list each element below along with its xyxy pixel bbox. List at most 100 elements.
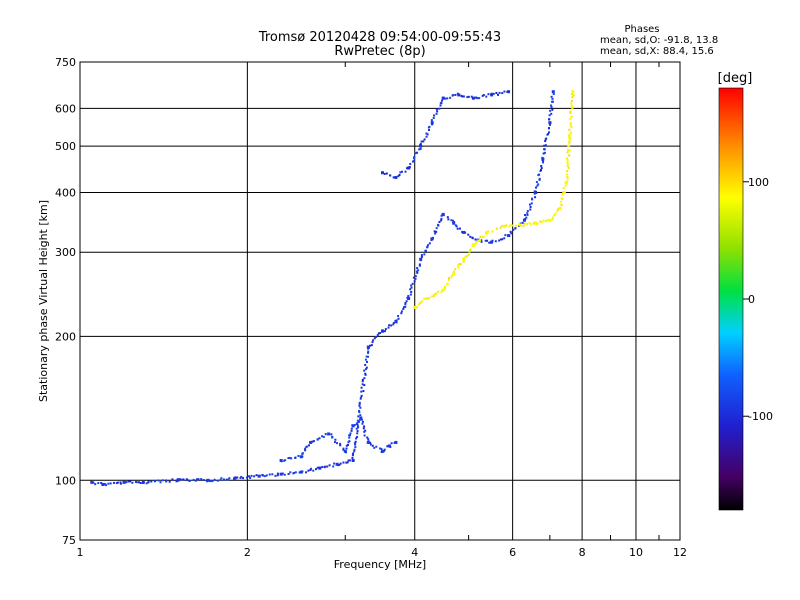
data-point-series-3: [380, 448, 383, 451]
data-point-series-3: [390, 442, 393, 445]
data-point-series-0: [351, 456, 354, 459]
data-point-series-1: [536, 222, 539, 225]
data-point-series-2: [492, 92, 495, 95]
data-point-series-2: [461, 95, 464, 98]
data-point-series-0: [100, 481, 103, 484]
data-point-series-0: [338, 463, 341, 466]
data-point-series-0: [370, 344, 373, 347]
data-point-series-1: [570, 100, 573, 103]
data-point-series-3: [284, 459, 287, 462]
data-point-series-0: [409, 288, 412, 291]
data-point-series-0: [359, 406, 362, 409]
data-point-series-0: [447, 218, 450, 221]
data-point-series-3: [363, 430, 366, 433]
data-point-series-0: [360, 386, 363, 389]
data-point-series-0: [355, 427, 358, 430]
data-point-series-1: [433, 293, 436, 296]
data-point-series-0: [365, 366, 368, 369]
data-point-series-0: [353, 448, 356, 451]
data-point-series-0: [351, 454, 354, 457]
data-point-series-1: [434, 292, 437, 295]
data-point-series-0: [274, 474, 277, 477]
data-point-series-3: [361, 420, 364, 423]
data-point-series-0: [265, 474, 268, 477]
data-point-series-1: [444, 287, 447, 290]
phase-stats-title: Phases: [624, 24, 659, 35]
data-point-series-1: [570, 131, 573, 134]
data-point-series-0: [405, 300, 408, 303]
data-point-series-0: [427, 244, 430, 247]
data-point: [141, 480, 145, 484]
data-point-series-0: [109, 482, 112, 485]
chart-title: Tromsø 20120428 09:54:00-09:55:43: [258, 30, 501, 45]
colorbar-tick-label: 100: [748, 176, 769, 189]
data-point-series-3: [356, 419, 359, 422]
data-point-series-0: [365, 368, 368, 371]
data-point-series-1: [459, 263, 462, 266]
data-point-series-3: [331, 436, 334, 439]
data-point-series-3: [379, 447, 382, 450]
data-point-series-0: [471, 237, 474, 240]
data-point-series-1: [529, 223, 532, 226]
data-point-series-3: [367, 438, 370, 441]
data-point-series-2: [481, 94, 484, 97]
data-point-series-3: [363, 425, 366, 428]
data-point-series-0: [547, 127, 550, 130]
data-point-series-2: [495, 92, 498, 95]
data-point-series-0: [345, 461, 348, 464]
data-point-series-2: [470, 95, 473, 98]
data-point-series-1: [566, 164, 569, 167]
data-point-series-0: [357, 426, 360, 429]
data-point-series-2: [422, 140, 425, 143]
data-point-series-0: [528, 203, 531, 206]
data-point-series-0: [195, 478, 198, 481]
data-point-series-0: [358, 404, 361, 407]
data-point-series-0: [365, 360, 368, 363]
colorbar-tick-label: -100: [748, 410, 773, 423]
data-point-series-1: [458, 263, 461, 266]
data-point-series-0: [542, 159, 545, 162]
data-point-series-1: [462, 260, 465, 263]
data-point-series-2: [433, 114, 436, 117]
data-point-series-0: [105, 484, 108, 487]
data-point-series-0: [354, 446, 357, 449]
colorbar-ticks: 100 0 -100: [743, 176, 773, 423]
data-point-series-0: [358, 410, 361, 413]
data-point-series-1: [420, 300, 423, 303]
data-point-series-0: [364, 372, 367, 375]
data-point: [407, 166, 411, 170]
data-point: [441, 288, 445, 292]
data-point-series-0: [372, 339, 375, 342]
data-point-series-0: [247, 475, 250, 478]
data-point-series-0: [228, 477, 231, 480]
data-point-series-0: [363, 369, 366, 372]
data-point-series-3: [287, 457, 290, 460]
data-point-series-1: [539, 220, 542, 223]
data-point-series-2: [466, 96, 469, 99]
data-point: [568, 136, 572, 140]
data-point-series-1: [456, 264, 459, 267]
data-point-series-2: [476, 97, 479, 100]
data-point: [565, 180, 569, 184]
data-point-series-3: [345, 444, 348, 447]
data-point-series-0: [222, 478, 225, 481]
data-point-series-1: [523, 222, 526, 225]
data-point-series-1: [570, 115, 573, 118]
data-point-series-2: [462, 95, 465, 98]
data-point-series-0: [420, 254, 423, 257]
x-axis-label: Frequency [MHz]: [334, 558, 426, 571]
data-point-series-0: [498, 239, 501, 242]
data-point-series-0: [410, 286, 413, 289]
data-point-series-0: [363, 384, 366, 387]
data-point-series-3: [311, 440, 314, 443]
data-point: [299, 455, 303, 459]
data-point-series-0: [437, 223, 440, 226]
data-point-series-0: [125, 481, 128, 484]
data-point-series-0: [404, 303, 407, 306]
data-point-series-0: [524, 214, 527, 217]
data-point: [394, 440, 398, 444]
data-point-series-0: [249, 476, 252, 479]
data-point-series-0: [364, 358, 367, 361]
data-point-series-2: [420, 140, 423, 143]
data-point-series-1: [541, 220, 544, 223]
